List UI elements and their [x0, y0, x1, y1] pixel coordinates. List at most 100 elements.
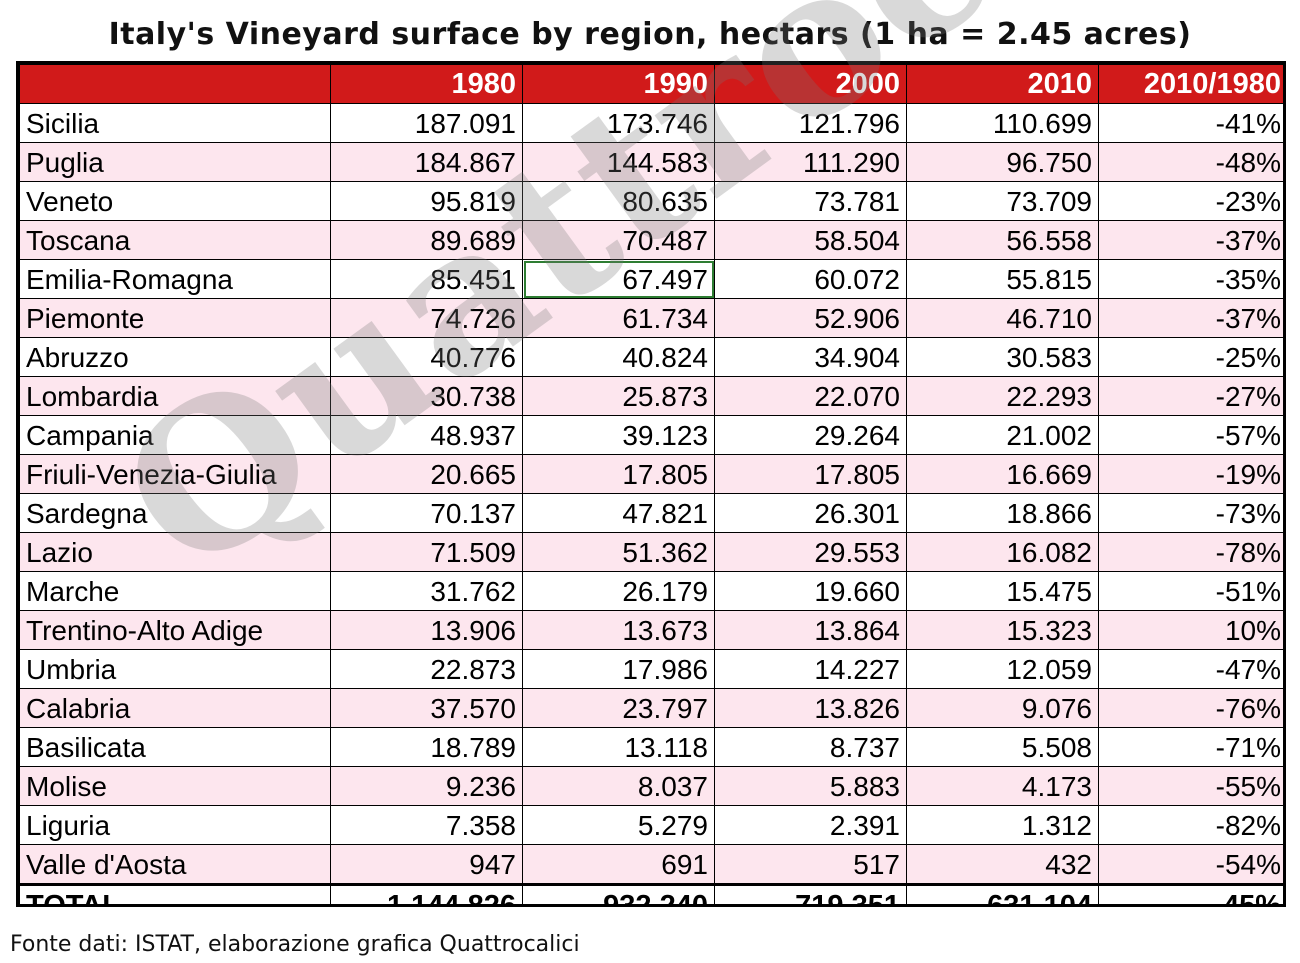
total-value-1990-cell[interactable]: 932.240 [522, 883, 715, 904]
value-1990-cell[interactable]: 8.037 [522, 766, 715, 806]
total-change-cell[interactable]: -45% [1098, 883, 1283, 904]
value-2000-cell[interactable]: 52.906 [714, 298, 907, 338]
region-cell[interactable]: Lazio [19, 532, 331, 572]
value-2010-cell[interactable]: 16.669 [906, 454, 1099, 494]
value-1980-cell[interactable]: 71.509 [330, 532, 523, 572]
value-2010-cell[interactable]: 432 [906, 844, 1099, 885]
value-2000-cell[interactable]: 22.070 [714, 376, 907, 416]
value-2010-cell[interactable]: 56.558 [906, 220, 1099, 260]
value-2000-cell[interactable]: 29.264 [714, 415, 907, 455]
change-cell[interactable]: -55% [1098, 766, 1283, 806]
region-cell[interactable]: Molise [19, 766, 331, 806]
value-1990-cell[interactable]: 173.746 [522, 103, 715, 143]
region-cell[interactable]: Lombardia [19, 376, 331, 416]
change-cell[interactable]: -57% [1098, 415, 1283, 455]
change-cell[interactable]: -27% [1098, 376, 1283, 416]
change-cell[interactable]: -47% [1098, 649, 1283, 689]
value-1990-cell[interactable]: 39.123 [522, 415, 715, 455]
total-value-2010-cell[interactable]: 631.104 [906, 883, 1099, 904]
region-cell[interactable]: Friuli-Venezia-Giulia [19, 454, 331, 494]
value-2000-cell[interactable]: 8.737 [714, 727, 907, 767]
change-cell[interactable]: -82% [1098, 805, 1283, 845]
value-1980-cell[interactable]: 7.358 [330, 805, 523, 845]
value-2010-cell[interactable]: 15.323 [906, 610, 1099, 650]
value-2000-cell[interactable]: 111.290 [714, 142, 907, 182]
change-cell[interactable]: -51% [1098, 571, 1283, 611]
value-2000-cell[interactable]: 19.660 [714, 571, 907, 611]
region-cell[interactable]: Veneto [19, 181, 331, 221]
value-1990-cell[interactable]: 5.279 [522, 805, 715, 845]
region-cell[interactable]: Valle d'Aosta [19, 844, 331, 885]
change-cell[interactable]: -71% [1098, 727, 1283, 767]
change-cell[interactable]: -41% [1098, 103, 1283, 143]
region-cell[interactable]: Piemonte [19, 298, 331, 338]
value-2000-cell[interactable]: 17.805 [714, 454, 907, 494]
region-cell[interactable]: Sardegna [19, 493, 331, 533]
value-2010-cell[interactable]: 21.002 [906, 415, 1099, 455]
value-2000-cell[interactable]: 73.781 [714, 181, 907, 221]
value-1990-cell[interactable]: 70.487 [522, 220, 715, 260]
region-cell[interactable]: Umbria [19, 649, 331, 689]
value-2010-cell[interactable]: 1.312 [906, 805, 1099, 845]
value-1990-cell[interactable]: 26.179 [522, 571, 715, 611]
value-2010-cell[interactable]: 22.293 [906, 376, 1099, 416]
value-2010-cell[interactable]: 30.583 [906, 337, 1099, 377]
value-1980-cell[interactable]: 31.762 [330, 571, 523, 611]
region-cell[interactable]: Sicilia [19, 103, 331, 143]
value-2000-cell[interactable]: 121.796 [714, 103, 907, 143]
value-2010-cell[interactable]: 16.082 [906, 532, 1099, 572]
region-cell[interactable]: Liguria [19, 805, 331, 845]
total-value-1980-cell[interactable]: 1.144.826 [330, 883, 523, 904]
value-2000-cell[interactable]: 2.391 [714, 805, 907, 845]
change-cell[interactable]: -25% [1098, 337, 1283, 377]
value-2010-cell[interactable]: 73.709 [906, 181, 1099, 221]
value-2000-cell[interactable]: 13.826 [714, 688, 907, 728]
value-1980-cell[interactable]: 184.867 [330, 142, 523, 182]
value-1990-cell[interactable]: 47.821 [522, 493, 715, 533]
value-1990-cell[interactable]: 144.583 [522, 142, 715, 182]
value-1980-cell[interactable]: 13.906 [330, 610, 523, 650]
value-1980-cell[interactable]: 37.570 [330, 688, 523, 728]
value-1980-cell[interactable]: 85.451 [330, 259, 523, 299]
value-2010-cell[interactable]: 110.699 [906, 103, 1099, 143]
value-1990-cell[interactable]: 40.824 [522, 337, 715, 377]
value-2010-cell[interactable]: 46.710 [906, 298, 1099, 338]
value-1980-cell[interactable]: 947 [330, 844, 523, 885]
value-2010-cell[interactable]: 12.059 [906, 649, 1099, 689]
change-cell[interactable]: 10% [1098, 610, 1283, 650]
change-cell[interactable]: -37% [1098, 298, 1283, 338]
region-cell[interactable]: Trentino-Alto Adige [19, 610, 331, 650]
value-2000-cell[interactable]: 5.883 [714, 766, 907, 806]
change-cell[interactable]: -48% [1098, 142, 1283, 182]
value-2000-cell[interactable]: 29.553 [714, 532, 907, 572]
value-1990-cell[interactable]: 67.497 [522, 259, 715, 299]
region-cell[interactable]: Puglia [19, 142, 331, 182]
region-cell[interactable]: Emilia-Romagna [19, 259, 331, 299]
value-2010-cell[interactable]: 9.076 [906, 688, 1099, 728]
change-cell[interactable]: -37% [1098, 220, 1283, 260]
value-1980-cell[interactable]: 20.665 [330, 454, 523, 494]
value-2010-cell[interactable]: 5.508 [906, 727, 1099, 767]
value-1980-cell[interactable]: 187.091 [330, 103, 523, 143]
value-1990-cell[interactable]: 691 [522, 844, 715, 885]
value-1980-cell[interactable]: 89.689 [330, 220, 523, 260]
region-cell[interactable]: Basilicata [19, 727, 331, 767]
value-1990-cell[interactable]: 61.734 [522, 298, 715, 338]
value-1980-cell[interactable]: 70.137 [330, 493, 523, 533]
value-1980-cell[interactable]: 74.726 [330, 298, 523, 338]
value-2010-cell[interactable]: 15.475 [906, 571, 1099, 611]
change-cell[interactable]: -76% [1098, 688, 1283, 728]
value-2010-cell[interactable]: 55.815 [906, 259, 1099, 299]
value-1980-cell[interactable]: 18.789 [330, 727, 523, 767]
value-2000-cell[interactable]: 60.072 [714, 259, 907, 299]
value-2010-cell[interactable]: 4.173 [906, 766, 1099, 806]
change-cell[interactable]: -78% [1098, 532, 1283, 572]
total-value-2000-cell[interactable]: 719.351 [714, 883, 907, 904]
value-1980-cell[interactable]: 95.819 [330, 181, 523, 221]
value-2000-cell[interactable]: 517 [714, 844, 907, 885]
total-region-cell[interactable]: TOTAL [19, 883, 331, 904]
value-1990-cell[interactable]: 25.873 [522, 376, 715, 416]
value-1980-cell[interactable]: 40.776 [330, 337, 523, 377]
value-1990-cell[interactable]: 51.362 [522, 532, 715, 572]
value-2000-cell[interactable]: 26.301 [714, 493, 907, 533]
